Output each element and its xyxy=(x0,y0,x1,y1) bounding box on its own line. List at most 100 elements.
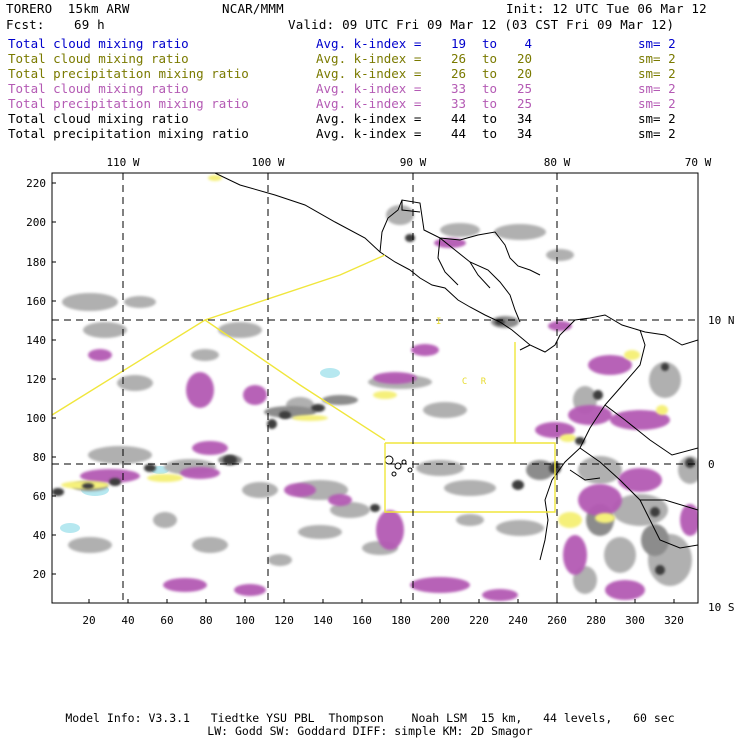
legend-row: Total cloud mixing ratio Avg. k-index = 33… xyxy=(8,81,728,96)
legend-to-word: to xyxy=(482,126,498,141)
legend-avg-label: Avg. k-index = xyxy=(316,96,422,111)
tick-marks xyxy=(52,182,675,603)
y-tick-label: 20 xyxy=(33,568,46,581)
x-tick-label: 180 xyxy=(391,614,411,627)
lat-label: 10 N xyxy=(708,314,735,327)
legend-avg-label: Avg. k-index = xyxy=(316,126,422,141)
legend-avg-label: Avg. k-index = xyxy=(316,36,422,51)
legend-to-word: to xyxy=(482,111,498,126)
yellow-patches xyxy=(61,175,668,528)
y-tick-label: 120 xyxy=(26,373,46,386)
x-tick-label: 160 xyxy=(352,614,372,627)
legend-row: Total precipitation mixing ratio Avg. k-i… xyxy=(8,96,728,111)
x-tick-label: 80 xyxy=(199,614,212,627)
plot-frame xyxy=(51,172,699,604)
y-tick-label: 80 xyxy=(33,451,46,464)
lon-label: 80 W xyxy=(544,156,571,169)
x-tick-label: 220 xyxy=(469,614,489,627)
legend-smoothing: sm= 2 xyxy=(638,126,676,141)
legend-row: Total cloud mixing ratio Avg. k-index = 44… xyxy=(8,111,728,126)
x-tick-label: 120 xyxy=(274,614,294,627)
lon-label: 110 W xyxy=(106,156,139,169)
y-tick-label: 100 xyxy=(26,412,46,425)
longitude-labels: 110 W 100 W 90 W 80 W 70 W xyxy=(106,156,711,169)
legend-until-value: 20 xyxy=(516,51,532,66)
precip-purple-patches xyxy=(80,238,698,601)
legend-row: Total cloud mixing ratio Avg. k-index = 26… xyxy=(8,51,728,66)
organization-label: NCAR/MMM xyxy=(222,1,284,16)
valid-time: Valid: 09 UTC Fri 09 Mar 12 (03 CST Fri … xyxy=(288,17,675,32)
legend-avg-label: Avg. k-index = xyxy=(316,51,422,66)
legend-smoothing: sm= 2 xyxy=(638,81,676,96)
x-tick-label: 140 xyxy=(313,614,333,627)
legend-to-word: to xyxy=(482,81,498,96)
x-tick-label: 280 xyxy=(586,614,606,627)
legend-avg-label: Avg. k-index = xyxy=(316,81,422,96)
legend-field-label: Total cloud mixing ratio xyxy=(8,36,189,51)
y-tick-label: 40 xyxy=(33,529,46,542)
x-tick-label: 240 xyxy=(508,614,528,627)
legend-field-label: Total cloud mixing ratio xyxy=(8,111,189,126)
lat-label: 0 xyxy=(708,458,715,471)
legend-from-value: 33 xyxy=(450,96,466,111)
x-tick-label: 200 xyxy=(430,614,450,627)
region-label: C R xyxy=(462,377,490,387)
region-mark: I xyxy=(436,317,441,327)
init-time: Init: 12 UTC Tue 06 Mar 12 xyxy=(506,1,707,16)
legend-field-label: Total precipitation mixing ratio xyxy=(8,126,249,141)
y-tick-label: 160 xyxy=(26,295,46,308)
legend-from-value: 19 xyxy=(450,36,466,51)
legend-until-value: 4 xyxy=(524,36,532,51)
legend-row: Total precipitation mixing ratio Avg. k-i… xyxy=(8,66,728,81)
latitude-labels: 10 N 0 10 S xyxy=(708,314,735,614)
legend-to-word: to xyxy=(482,66,498,81)
x-index-labels: 20 40 60 80 100 120 140 160 180 200 220 … xyxy=(82,614,684,627)
legend-from-value: 44 xyxy=(450,111,466,126)
legend-smoothing: sm= 2 xyxy=(638,111,676,126)
legend-until-value: 25 xyxy=(516,81,532,96)
forecast-label: Fcst: xyxy=(6,17,45,32)
model-title: TORERO 15km ARW xyxy=(6,1,130,16)
y-tick-label: 200 xyxy=(26,216,46,229)
legend-until-value: 34 xyxy=(516,111,532,126)
legend-until-value: 34 xyxy=(516,126,532,141)
legend-until-value: 25 xyxy=(516,96,532,111)
legend-row: Total cloud mixing ratio Avg. k-index = 19… xyxy=(8,36,728,51)
legend-from-value: 44 xyxy=(450,126,466,141)
legend-to-word: to xyxy=(482,51,498,66)
legend-smoothing: sm= 2 xyxy=(638,51,676,66)
forecast-hour: 69 h xyxy=(74,17,105,32)
legend-from-value: 33 xyxy=(450,81,466,96)
lon-label: 100 W xyxy=(251,156,284,169)
x-tick-label: 100 xyxy=(235,614,255,627)
region-outlines xyxy=(52,254,556,513)
legend-field-label: Total precipitation mixing ratio xyxy=(8,66,249,81)
legend-from-value: 26 xyxy=(450,51,466,66)
x-tick-label: 260 xyxy=(547,614,567,627)
legend-to-word: to xyxy=(482,36,498,51)
x-tick-label: 40 xyxy=(121,614,134,627)
y-index-labels: 220 200 180 160 140 120 100 80 60 40 20 xyxy=(26,177,46,581)
legend-field-label: Total precipitation mixing ratio xyxy=(8,96,249,111)
x-tick-label: 60 xyxy=(160,614,173,627)
legend-until-value: 20 xyxy=(516,66,532,81)
legend-field-label: Total cloud mixing ratio xyxy=(8,81,189,96)
legend-row: Total precipitation mixing ratio Avg. k-i… xyxy=(8,126,728,141)
y-tick-label: 140 xyxy=(26,334,46,347)
legend-from-value: 26 xyxy=(450,66,466,81)
field-layer xyxy=(52,173,698,601)
lon-label: 90 W xyxy=(400,156,427,169)
legend-avg-label: Avg. k-index = xyxy=(316,66,422,81)
lon-label: 70 W xyxy=(685,156,712,169)
model-info-line: Model Info: V3.3.1 Tiedtke YSU PBL Thomp… xyxy=(65,711,675,725)
lat-label: 10 S xyxy=(708,601,735,614)
legend-field-label: Total cloud mixing ratio xyxy=(8,51,189,66)
y-tick-label: 220 xyxy=(26,177,46,190)
x-tick-label: 20 xyxy=(82,614,95,627)
legend-smoothing: sm= 2 xyxy=(638,36,676,51)
y-tick-label: 180 xyxy=(26,256,46,269)
convective-cores xyxy=(52,234,695,575)
physics-info-line: LW: Godd SW: Goddard DIFF: simple KM: 2D… xyxy=(207,724,533,738)
x-tick-label: 320 xyxy=(664,614,684,627)
